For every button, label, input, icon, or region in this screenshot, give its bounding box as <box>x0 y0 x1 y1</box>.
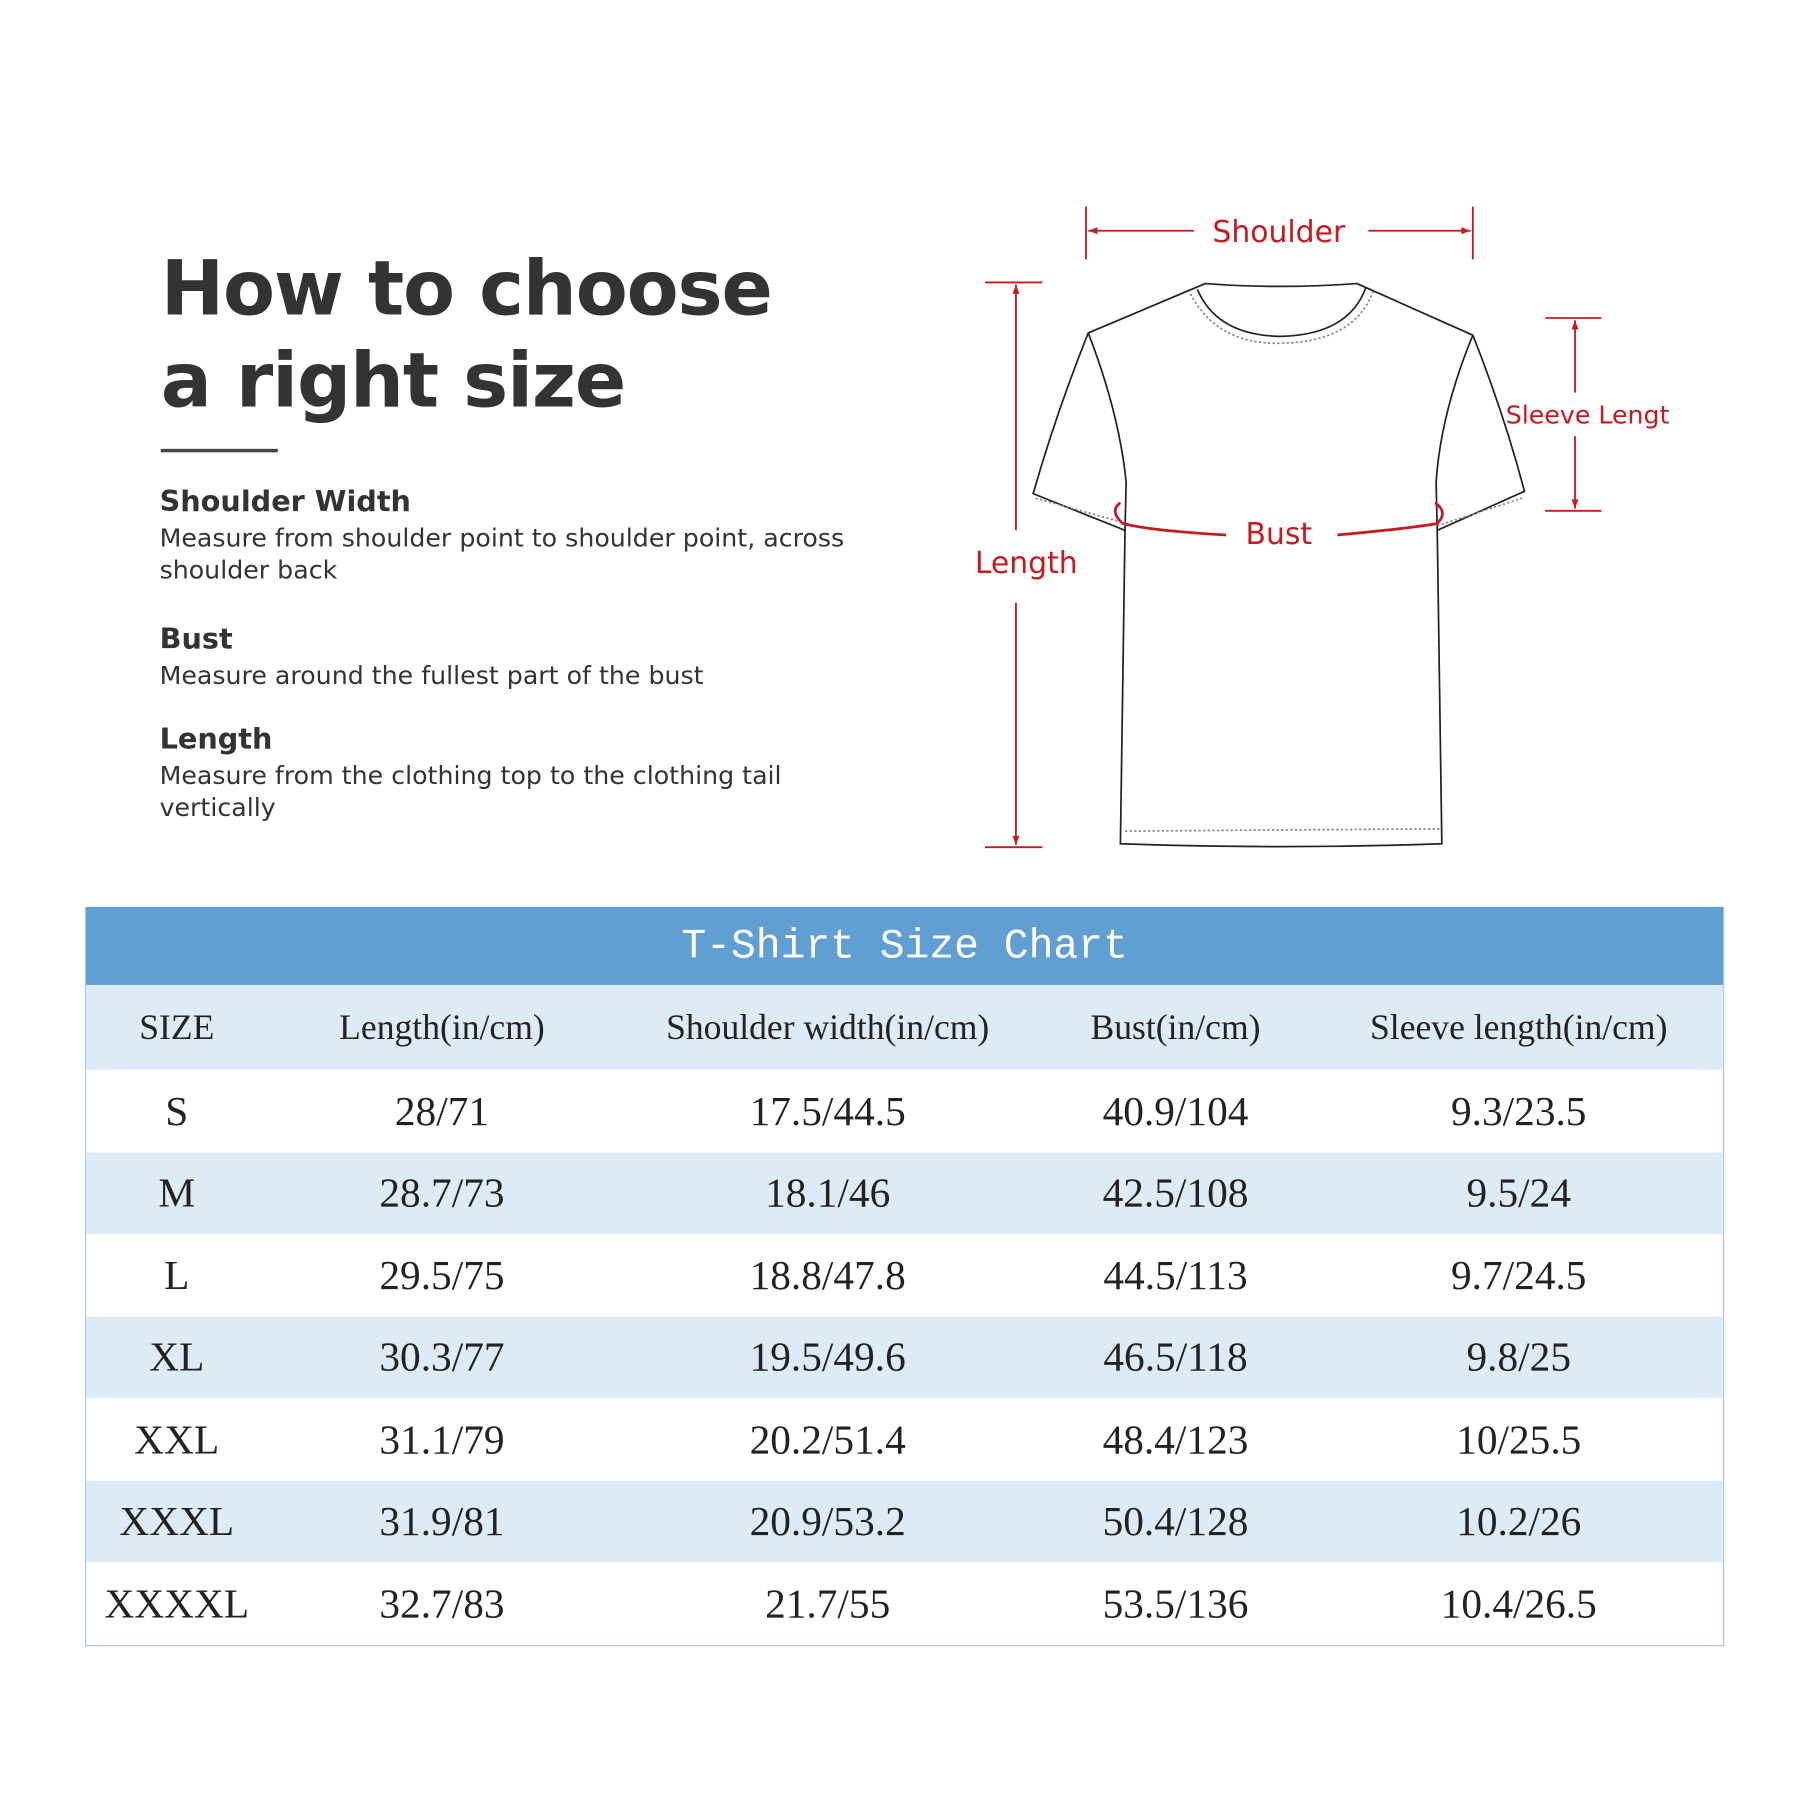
measurement-cell: 21.7/55 <box>765 1580 891 1627</box>
section-title: Length <box>159 722 273 756</box>
section-shoulder-width: Shoulder Width Measure from shoulder poi… <box>160 484 849 587</box>
table-row: XXL 31.1/79 20.2/51.4 48.4/123 10/25.5 <box>86 1398 1723 1480</box>
table-row: M 28.7/73 18.1/46 42.5/108 9.5/24 <box>86 1151 1724 1235</box>
measurement-cell: 31.9/81 <box>379 1498 505 1545</box>
table-row: XL 30.3/77 19.5/49.6 46.5/118 9.8/25 <box>86 1316 1724 1399</box>
measurement-cell: 18.1/46 <box>765 1170 891 1216</box>
shoulder-label: Shoulder <box>1212 215 1346 250</box>
measurement-cell: 30.3/77 <box>379 1334 505 1381</box>
measurement-cell: 46.5/118 <box>1103 1334 1248 1381</box>
section-text: Measure from the clothing top to the clo… <box>159 762 782 824</box>
section-title: Bust <box>159 622 233 656</box>
size-cell: XXXL <box>119 1498 235 1545</box>
bust-curve-left <box>1113 501 1227 537</box>
size-cell: M <box>158 1170 196 1216</box>
page-title: How to choose a right size <box>160 243 773 427</box>
table-title: T-Shirt Size Chart <box>86 906 1724 985</box>
measurement-cell: 19.5/49.6 <box>749 1334 906 1381</box>
bust-label: Bust <box>1246 517 1313 552</box>
tshirt-outline-icon <box>1032 282 1526 848</box>
column-header: Bust(in/cm) <box>1090 1006 1261 1047</box>
measurement-cell: 42.5/108 <box>1102 1170 1249 1216</box>
measurement-cell: 31.1/79 <box>379 1416 505 1463</box>
title-line-2: a right size <box>160 336 627 425</box>
size-cell: XXXXL <box>104 1580 250 1627</box>
section-bust: Bust Measure around the fullest part of … <box>160 622 849 693</box>
size-cell: XL <box>149 1334 205 1381</box>
size-cell: S <box>165 1087 189 1134</box>
length-label: Length <box>975 546 1078 581</box>
measurement-cell: 9.7/24.5 <box>1451 1252 1587 1299</box>
measurement-cell: 29.5/75 <box>379 1252 505 1299</box>
section-text: Measure from shoulder point to shoulder … <box>159 524 845 586</box>
size-cell: L <box>164 1252 190 1299</box>
column-header: SIZE <box>139 1006 215 1047</box>
measurement-cell: 10.4/26.5 <box>1440 1580 1597 1627</box>
table-row: L 29.5/75 18.8/47.8 44.5/113 9.7/24.5 <box>86 1234 1723 1316</box>
measurement-cell: 53.5/136 <box>1102 1580 1249 1627</box>
measurement-cell: 20.2/51.4 <box>749 1416 906 1463</box>
tshirt-diagram: Shoulder Sleeve Lengt Bust Length <box>975 206 1670 849</box>
section-title: Shoulder Width <box>159 484 412 518</box>
measurement-cell: 48.4/123 <box>1102 1416 1249 1463</box>
measurement-cell: 10/25.5 <box>1456 1416 1582 1463</box>
measurement-cell: 50.4/128 <box>1102 1498 1249 1545</box>
measurement-cell: 28/71 <box>394 1087 490 1134</box>
measurement-cell: 9.5/24 <box>1466 1170 1571 1216</box>
measurement-cell: 32.7/83 <box>379 1580 505 1627</box>
measurement-cell: 40.9/104 <box>1102 1087 1249 1134</box>
measurement-cell: 20.9/53.2 <box>749 1498 906 1545</box>
size-cell: XXL <box>134 1416 220 1463</box>
measurement-cell: 10.2/26 <box>1456 1498 1582 1545</box>
measurement-cell: 28.7/73 <box>379 1170 505 1216</box>
table-row: XXXL 31.9/81 20.9/53.2 50.4/128 10.2/26 <box>86 1480 1724 1563</box>
divider <box>160 448 278 453</box>
section-text: Measure around the fullest part of the b… <box>159 662 704 692</box>
title-line-1: How to choose <box>160 244 773 333</box>
column-header: Length(in/cm) <box>339 1006 545 1047</box>
sleeve-length-label: Sleeve Lengt <box>1506 401 1670 430</box>
measurement-cell: 9.3/23.5 <box>1451 1087 1587 1134</box>
column-header: Shoulder width(in/cm) <box>666 1006 990 1047</box>
table-header-row: SIZE Length(in/cm) Shoulder width(in/cm)… <box>86 984 1724 1070</box>
table-row: S 28/71 17.5/44.5 40.9/104 9.3/23.5 <box>86 1070 1723 1152</box>
measurement-cell: 9.8/25 <box>1466 1334 1571 1381</box>
size-chart-table: T-Shirt Size Chart SIZE Length(in/cm) Sh… <box>84 906 1725 1646</box>
section-length: Length Measure from the clothing top to … <box>160 722 849 825</box>
column-header: Sleeve length(in/cm) <box>1370 1006 1668 1047</box>
table-row: XXXXL 32.7/83 21.7/55 53.5/136 10.4/26.5 <box>86 1562 1723 1644</box>
bust-curve-right <box>1337 501 1444 537</box>
measurement-cell: 17.5/44.5 <box>749 1087 906 1134</box>
measurement-cell: 18.8/47.8 <box>749 1252 906 1299</box>
measurement-cell: 44.5/113 <box>1103 1252 1248 1299</box>
